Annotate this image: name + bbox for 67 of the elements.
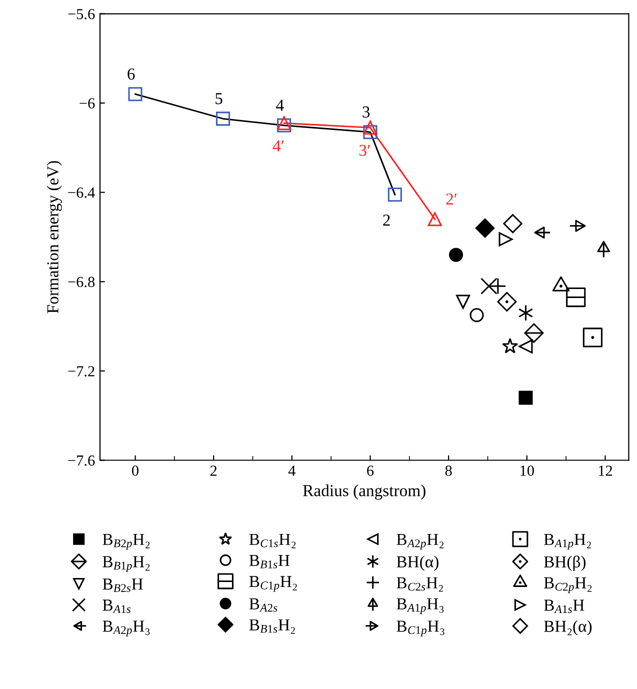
legend-label: B$_{B1s}$H [249,555,290,568]
x-axis-title: Radius (angstrom) [303,484,426,500]
point [518,390,533,405]
legend-label: B$_{A1p}$H₂ [544,534,591,550]
x-tick-label: 10 [520,466,534,476]
legend-label: B$_{B1s}$H₂ [249,619,295,634]
legend-label: B$_{B2p}$H₂ [102,534,150,550]
x-tick-label: 0 [132,466,138,476]
annotation: 2′ [446,193,457,204]
point [475,218,495,238]
point [428,212,442,226]
point [388,188,402,202]
x-tick-label: 12 [598,466,612,476]
legend-label: B$_{B1p}$H₂ [102,556,150,572]
legend-label: B$_{C1p}$H₂ [249,576,297,592]
point [497,292,517,312]
y-tick-label: −7.6 [68,455,95,466]
point [363,125,378,140]
legend-label: B$_{C2p}$H₂ [544,577,592,594]
y-tick-label: −6 [80,98,95,109]
y-tick-label: −6.8 [68,276,95,288]
annotation: 3 [362,106,370,118]
point [566,288,586,308]
legend-label: B$_{A2s}$ [249,598,278,612]
point [128,87,142,102]
annotation: 5 [216,93,222,104]
annotation: 6 [128,68,135,80]
y-axis-title: Formation energy (eV) [46,161,62,314]
legend-label: B$_{A2p}$H₂ [396,534,444,550]
legend-label: B$_{A1p}$H₃ [396,598,444,614]
legend-label: BH₂(α) [544,620,592,636]
point [518,304,534,322]
point [582,328,602,348]
annotation: 4 [276,100,284,111]
x-tick-label: 2 [210,466,217,476]
annotation: 3′ [359,144,370,156]
point [518,339,533,354]
annotation: 4′ [272,140,284,152]
y-tick-label: −5.6 [68,8,95,20]
legend-label: B$_{A1s}$ [102,600,131,613]
legend-label: B$_{B2s}$H [102,578,143,592]
legend-label: B$_{C1s}$H₂ [249,534,296,548]
point [216,112,230,126]
y-tick-label: −7.2 [68,366,94,376]
legend-label: B$_{C1p}$H₃ [396,620,444,636]
point [524,323,544,343]
point [502,338,518,354]
point [363,120,378,135]
point [503,214,522,234]
point [490,278,506,295]
legend-label: BH(α) [396,556,438,571]
point [597,240,610,258]
legend-label: BH(β) [544,556,586,571]
point [456,294,470,309]
point [470,308,484,322]
point [448,248,464,262]
point [498,232,513,246]
x-tick-label: 4 [288,466,296,476]
x-tick-label: 6 [367,466,374,476]
annotation: 2 [383,214,390,226]
x-tick-label: 8 [445,466,452,476]
point [534,226,551,239]
legend-label: B$_{C2s}$H₂ [396,577,443,592]
legend-label: B$_{A1s}$H [544,600,584,614]
point [480,278,498,295]
legend-label: B$_{A2p}$H₃ [102,620,150,636]
y-tick-label: −6.4 [68,188,95,198]
